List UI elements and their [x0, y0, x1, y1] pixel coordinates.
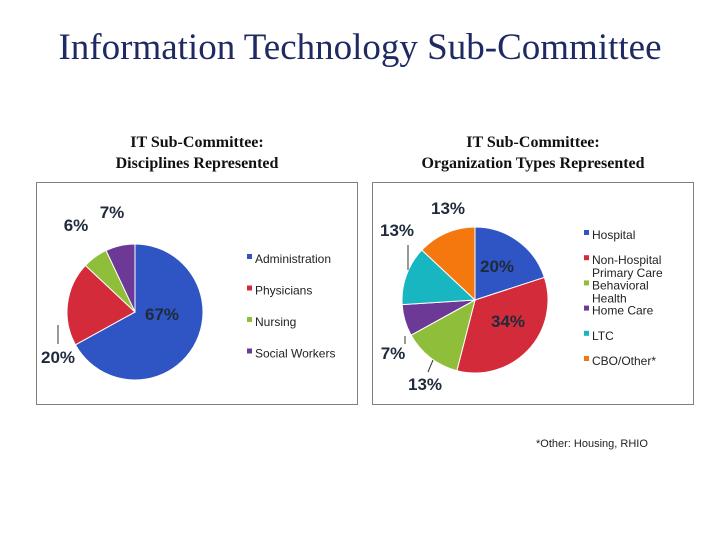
chart-1-legend-swatch-4 — [247, 348, 252, 354]
chart-2-data-label-3: 13% — [408, 375, 442, 394]
chart-2-slice-6 — [421, 226, 476, 302]
chart-2-data-label-1: 20% — [480, 257, 514, 276]
chart-2-data-label-2: 34% — [491, 312, 525, 331]
chart-2-title-block: IT Sub-Committee: Organization Types Rep… — [372, 132, 694, 174]
chart-1-legend-label-4: Social Workers — [255, 347, 335, 361]
chart-2-slice-3 — [410, 299, 476, 372]
chart-2-legend-swatch-5 — [584, 330, 589, 336]
chart-2-legend-label-3: Behavioral Health — [592, 278, 649, 305]
chart-2-data-label-4: 7% — [381, 344, 406, 363]
chart-1-legend-swatch-1 — [247, 254, 252, 259]
footnote: *Other: Housing, RHIO — [536, 438, 648, 450]
chart-1-data-label-1: 67% — [145, 305, 179, 324]
chart-2-title: IT Sub-Committee: — [466, 134, 600, 151]
chart-1-slice-4 — [105, 243, 136, 313]
chart-2-legend-label-6: CBO/Other* — [592, 354, 656, 368]
chart-2-data-label-6: 13% — [431, 199, 465, 218]
chart-2-slice-1 — [474, 226, 546, 301]
chart-2-legend-label-1: Hospital — [592, 228, 635, 242]
chart-2-slice-2 — [456, 276, 549, 374]
chart-2-leader-line-3 — [427, 359, 434, 373]
chart-2-legend-swatch-4 — [584, 305, 589, 311]
chart-1-subtitle: Disciplines Represented — [115, 155, 279, 172]
chart-1-legend-swatch-2 — [247, 285, 252, 291]
chart-1-data-label-2: 20% — [41, 348, 75, 367]
chart-2-data-label-5: 13% — [380, 221, 414, 240]
chart-2-slice-5 — [401, 249, 477, 306]
chart-1-legend-label-2: Physicians — [255, 284, 312, 298]
chart-2-subtitle: Organization Types Represented — [421, 155, 645, 172]
chart-2-legend-swatch-3 — [584, 280, 589, 286]
chart-1-title: IT Sub-Committee: — [130, 134, 264, 151]
chart-2-legend-swatch-1 — [584, 230, 589, 235]
chart-1-data-label-3: 6% — [64, 216, 89, 235]
chart-2-legend-label-5: LTC — [592, 329, 614, 343]
chart-2-legend-swatch-2 — [584, 255, 589, 261]
chart-1-legend-label-3: Nursing — [255, 315, 296, 329]
chart-1-slice-2 — [66, 264, 136, 346]
slide-title: Information Technology Sub-Committee — [58, 27, 662, 68]
chart-1-data-label-4: 7% — [100, 203, 125, 222]
chart-1-legend-swatch-3 — [247, 317, 252, 322]
chart-2-legend-label-2: Non-Hospital Primary Care — [592, 253, 663, 280]
chart-1-title-block: IT Sub-Committee: Disciplines Represente… — [36, 132, 358, 174]
chart-2-legend-swatch-6 — [584, 356, 589, 361]
chart-1-legend-label-1: Administration — [255, 252, 331, 266]
chart-1-slice-1 — [74, 243, 204, 381]
chart-2-legend-label-4: Home Care — [592, 304, 654, 318]
